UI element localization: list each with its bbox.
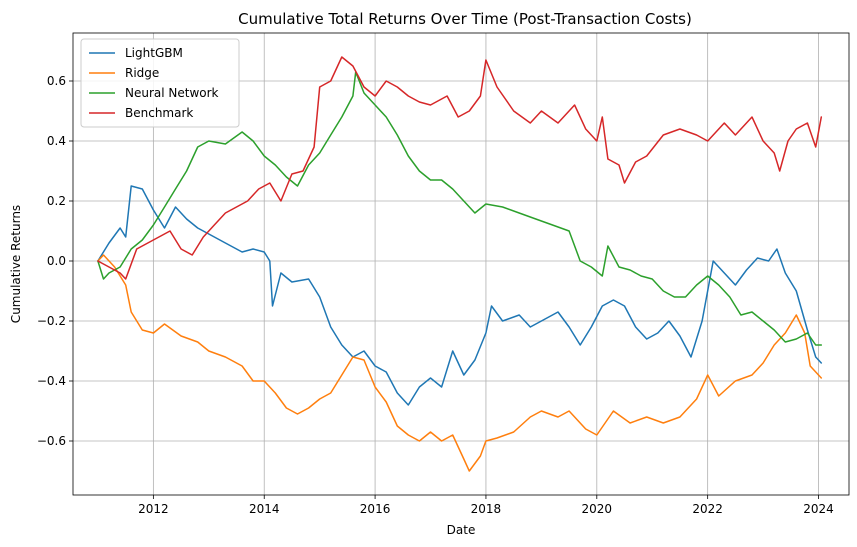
y-tick-label: 0.4 — [47, 134, 66, 148]
x-tick-label: 2012 — [138, 502, 169, 516]
x-tick-label: 2022 — [692, 502, 723, 516]
series-line-lightgbm — [97, 185, 823, 406]
y-tick-label: −0.4 — [37, 374, 66, 388]
chart-title: Cumulative Total Returns Over Time (Post… — [238, 10, 692, 28]
x-axis-label: Date — [447, 523, 476, 537]
y-tick-label: 0.6 — [47, 74, 66, 88]
y-tick-label: −0.6 — [37, 434, 66, 448]
legend-label-ridge: Ridge — [125, 66, 159, 80]
series-line-ridge — [97, 254, 823, 472]
grid — [73, 33, 849, 495]
series-line-benchmark — [97, 56, 823, 280]
legend-label-benchmark: Benchmark — [125, 106, 193, 120]
x-tick-label: 2020 — [582, 502, 613, 516]
legend-label-neural-network: Neural Network — [125, 86, 219, 100]
legend: LightGBM Ridge Neural Network Benchmark — [80, 38, 240, 128]
series-group — [97, 56, 823, 472]
x-tick-label: 2018 — [471, 502, 502, 516]
x-tick-label: 2024 — [803, 502, 834, 516]
y-axis-label: Cumulative Returns — [9, 205, 23, 323]
x-tick-label: 2014 — [249, 502, 280, 516]
x-tick-label: 2016 — [360, 502, 391, 516]
y-tick-label: 0.2 — [47, 194, 66, 208]
legend-box — [80, 38, 240, 128]
y-axis: −0.6 −0.4 −0.2 0.0 0.2 0.4 0.6 — [37, 74, 73, 448]
y-tick-label: 0.0 — [47, 254, 66, 268]
series-line-neural-network — [97, 71, 823, 346]
x-axis: 2012 2014 2016 2018 2020 2022 2024 — [138, 495, 834, 516]
y-tick-label: −0.2 — [37, 314, 66, 328]
legend-label-lightgbm: LightGBM — [125, 46, 183, 60]
plot-frame — [72, 32, 850, 496]
